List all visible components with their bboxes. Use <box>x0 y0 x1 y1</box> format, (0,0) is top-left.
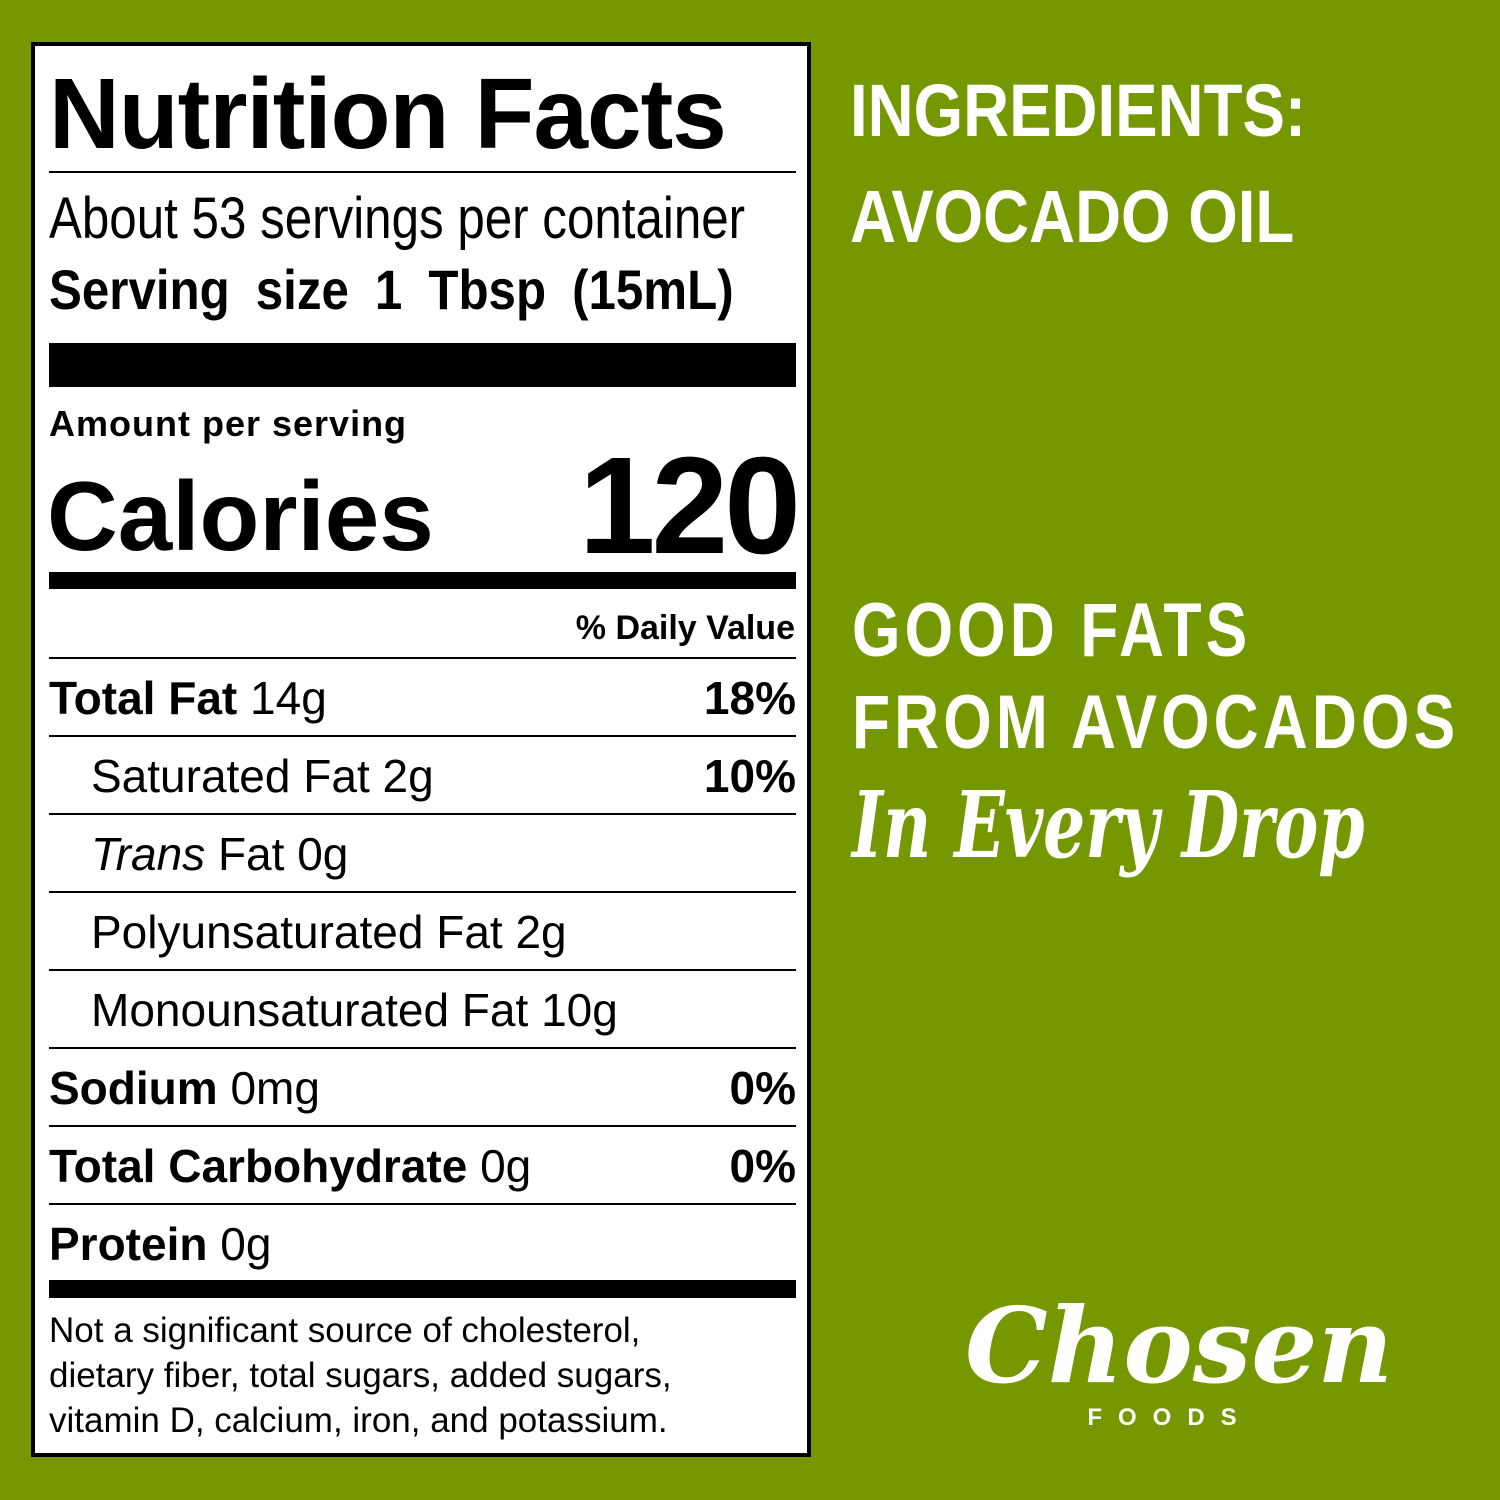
nutrient-name: Sodium <box>49 1062 218 1114</box>
daily-value: 0% <box>729 1062 796 1114</box>
nutrient-name: Monounsaturated Fat <box>91 984 529 1036</box>
nutrient-amount: 10g <box>541 984 618 1036</box>
nutrition-facts-label: Nutrition Facts About 53 servings per co… <box>31 42 811 1457</box>
calories-value: 120 <box>578 429 801 583</box>
tagline-line2: FROM AVOCADOS <box>852 680 1460 765</box>
nutrient-name: Polyunsaturated Fat <box>91 906 503 958</box>
nutrient-name: Total Fat <box>49 672 238 724</box>
divider <box>49 171 796 173</box>
footnote-line: Not a significant source of cholesterol, <box>49 1311 641 1350</box>
logo-wordmark: Chosen <box>965 1284 1394 1407</box>
nutrient-amount: 14g <box>250 672 327 724</box>
row-protein: Protein 0g <box>49 1203 796 1282</box>
label-title: Nutrition Facts <box>49 58 727 170</box>
row-total-fat: Total Fat 14g 18% <box>49 657 796 736</box>
nutrient-amount: 2g <box>515 906 567 958</box>
nutrient-name: Protein <box>49 1218 208 1270</box>
nutrient-amount: 0mg <box>230 1062 320 1114</box>
row-polyunsaturated-fat: Polyunsaturated Fat 2g <box>49 891 796 970</box>
footnote-line: dietary fiber, total sugars, added sugar… <box>49 1356 672 1395</box>
nutrient-name: Saturated Fat <box>91 750 370 802</box>
row-saturated-fat: Saturated Fat 2g 10% <box>49 735 796 814</box>
tagline-script: In Every Drop <box>852 771 1365 879</box>
medium-bar <box>49 572 796 589</box>
ingredients-value: AVOCADO OIL <box>850 175 1295 258</box>
row-trans-fat: Trans Fat 0g <box>49 813 796 892</box>
nutrient-name: Total Carbohydrate <box>49 1140 468 1192</box>
footnote-line: vitamin D, calcium, iron, and potassium. <box>49 1401 668 1440</box>
brand-logo: Chosen FOODS <box>965 1284 1394 1432</box>
daily-value: 10% <box>703 750 796 802</box>
nutrient-name: Trans <box>91 828 206 880</box>
nutrient-amount: 0g <box>220 1218 272 1270</box>
calories-label: Calories <box>47 461 434 571</box>
nutrient-name-suffix: Fat <box>217 828 285 880</box>
medium-bar <box>49 1280 796 1298</box>
serving-size-value: 1 Tbsp (15mL) <box>374 258 734 321</box>
logo-subtitle: FOODS <box>1087 1404 1253 1431</box>
ingredients-heading: INGREDIENTS: <box>850 69 1307 152</box>
serving-size-label: Serving size <box>49 258 349 321</box>
daily-value-header: % Daily Value <box>575 609 795 647</box>
row-monounsaturated-fat: Monounsaturated Fat 10g <box>49 969 796 1048</box>
daily-value: 18% <box>703 672 796 724</box>
servings-per-container: About 53 servings per container <box>49 186 746 251</box>
nutrient-amount: 2g <box>382 750 434 802</box>
nutrient-amount: 0g <box>297 828 349 880</box>
amount-per-serving: Amount per serving <box>49 403 408 444</box>
tagline-line1: GOOD FATS <box>852 588 1252 673</box>
thick-bar <box>49 343 796 387</box>
footnote: Not a significant source of cholesterol,… <box>49 1308 672 1443</box>
row-sodium: Sodium 0mg 0% <box>49 1047 796 1126</box>
daily-value: 0% <box>729 1140 796 1192</box>
serving-size: Serving size 1 Tbsp (15mL) <box>49 258 734 322</box>
nutrient-amount: 0g <box>480 1140 532 1192</box>
row-total-carbohydrate: Total Carbohydrate 0g 0% <box>49 1125 796 1204</box>
